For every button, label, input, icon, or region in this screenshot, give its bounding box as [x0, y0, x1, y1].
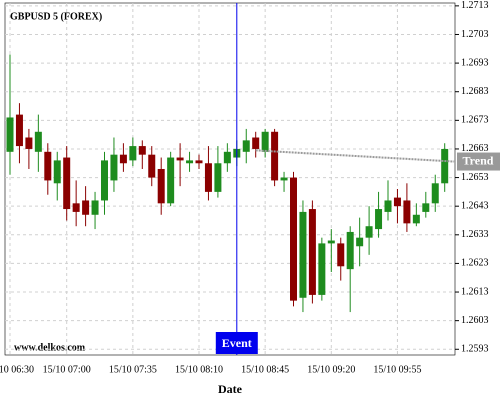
y-tick-label: 1.2643 — [461, 200, 489, 211]
y-tick-label: 1.2673 — [461, 115, 489, 126]
candle-body — [34, 131, 42, 152]
candle-body — [365, 226, 373, 238]
x-tick-label: 15/10 07:00 — [43, 364, 91, 375]
candle-body — [431, 183, 439, 204]
candle-body — [223, 151, 231, 164]
candle-body — [393, 197, 401, 207]
candle-body — [157, 168, 165, 204]
candle-body — [63, 157, 71, 210]
x-tick-label: 15/10 08:10 — [175, 364, 223, 375]
candle-body — [176, 157, 184, 161]
event-label: Event — [222, 336, 252, 350]
candle-body — [261, 131, 269, 152]
y-tick-label: 1.2663 — [461, 143, 489, 154]
candle-body — [242, 140, 250, 152]
candle-body — [101, 160, 108, 201]
candle-body — [167, 157, 175, 204]
y-tick-label: 1.2613 — [461, 286, 489, 297]
event-label-box — [215, 332, 258, 354]
candle-body — [91, 200, 99, 215]
x-axis-label: Date — [218, 382, 243, 396]
y-tick-label: 1.2693 — [461, 57, 489, 68]
candle-body — [384, 200, 392, 212]
x-tick-label: 15/10 06:30 — [0, 364, 34, 375]
candle-body — [53, 160, 61, 184]
candle-body — [195, 160, 203, 164]
plot-area — [4, 2, 456, 356]
candle-body — [186, 160, 194, 164]
candle-body — [129, 146, 137, 161]
candle-body — [412, 214, 420, 224]
candle-body — [422, 203, 430, 212]
candle-body — [214, 163, 222, 192]
candle-body — [252, 137, 260, 149]
candle-body — [441, 148, 449, 184]
candle-body — [337, 243, 345, 267]
y-tick-label: 1.2603 — [461, 315, 489, 326]
candle-body — [138, 146, 146, 155]
candle-body — [290, 177, 297, 301]
candle-body — [6, 117, 14, 152]
watermark: www.delkos.com — [14, 342, 86, 353]
y-tick-label: 1.2593 — [461, 344, 489, 355]
candle-body — [110, 154, 118, 181]
candle-body — [308, 209, 316, 295]
y-tick-label: 1.2623 — [461, 258, 489, 269]
candle-body — [280, 177, 288, 181]
candle-body — [403, 200, 411, 224]
candle-body — [148, 154, 156, 178]
candle-body — [299, 211, 307, 298]
trend-line — [255, 149, 455, 163]
candle-body — [82, 200, 90, 215]
candle-body — [25, 137, 33, 149]
y-tick-label: 1.2653 — [461, 172, 489, 183]
candle-body — [15, 114, 23, 147]
candle-body — [204, 163, 212, 192]
candle-body — [318, 243, 326, 295]
candle-body — [119, 154, 127, 164]
y-tick-label: 1.2633 — [461, 229, 489, 240]
y-tick-label: 1.2713 — [461, 0, 489, 11]
candle-body — [72, 203, 80, 212]
chart-title: GBPUSD 5 (FOREX) — [10, 11, 102, 22]
x-tick-label: 15/10 09:20 — [307, 364, 355, 375]
x-tick-label: 15/10 08:45 — [241, 364, 289, 375]
candle-body — [271, 131, 279, 181]
candle-body — [375, 209, 383, 230]
y-tick-label: 1.2683 — [461, 86, 489, 97]
candle-body — [44, 151, 52, 181]
candle-body — [346, 231, 354, 270]
trend-label: Trend — [463, 153, 494, 167]
candle-body — [356, 237, 364, 247]
y-tick-label: 1.2703 — [461, 29, 489, 40]
candle-body — [327, 240, 335, 244]
trend-label-box — [457, 152, 500, 171]
x-tick-label: 15/10 09:55 — [373, 364, 421, 375]
x-tick-label: 15/10 07:35 — [109, 364, 157, 375]
